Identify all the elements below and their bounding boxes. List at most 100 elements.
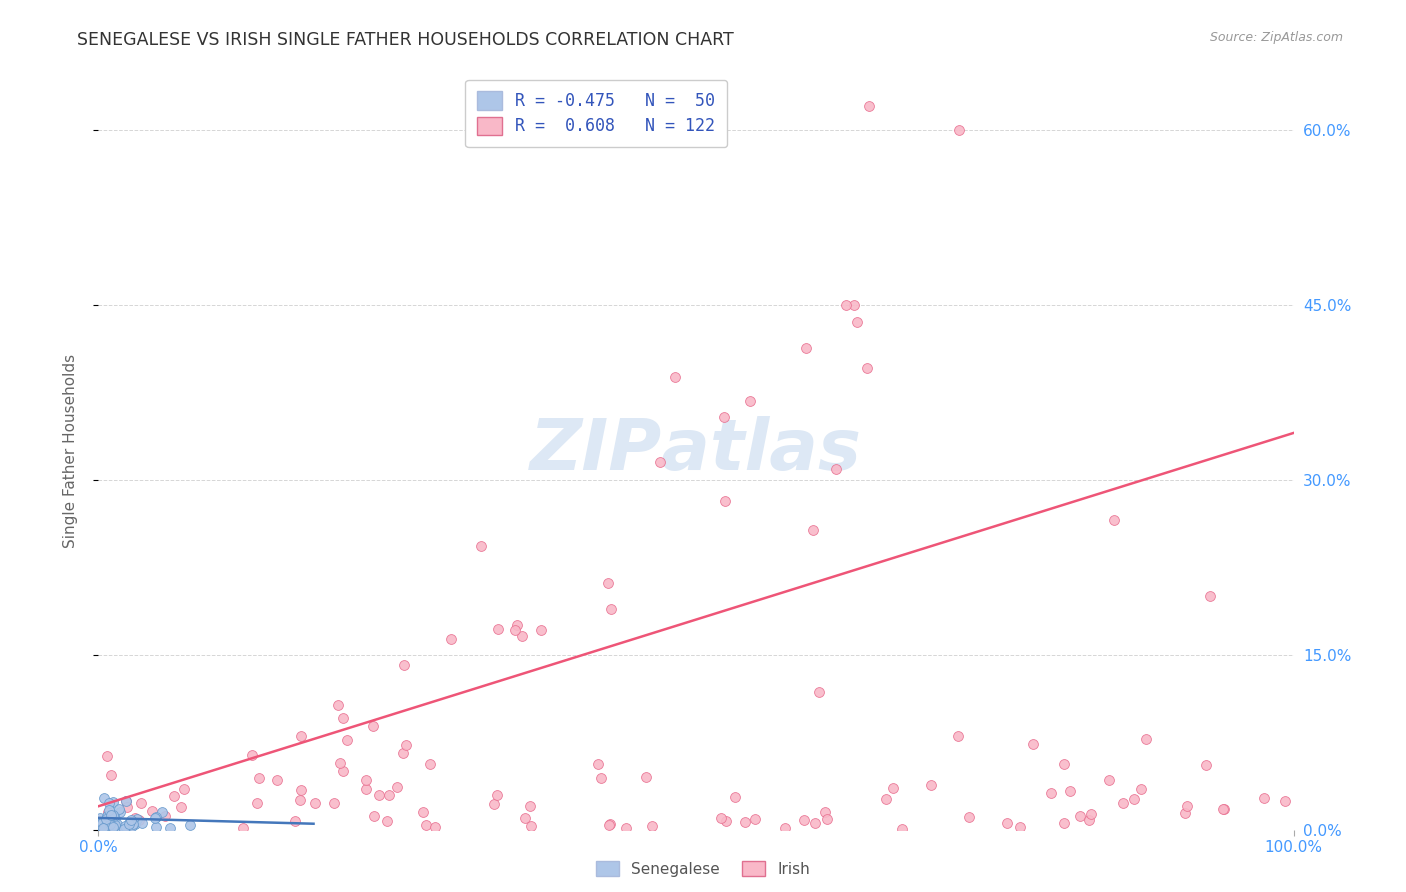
Point (392, 658, 415, 673)
Point (858, 99, 880, 113)
Point (127, 812, 149, 826)
Point (713, 409, 735, 424)
Point (1195, 757, 1218, 772)
Point (153, 809, 176, 823)
Point (519, 819, 541, 833)
Point (793, 813, 815, 827)
Point (599, 817, 621, 831)
Point (129, 796, 152, 810)
Point (710, 811, 733, 825)
Point (114, 793, 136, 807)
Point (89, 819, 111, 833)
Point (1080, 806, 1102, 821)
Point (1122, 792, 1144, 806)
Point (112, 822, 135, 837)
Point (288, 793, 311, 807)
Point (470, 539, 492, 553)
Point (1130, 781, 1153, 796)
Point (115, 794, 138, 808)
Point (395, 738, 418, 752)
Point (332, 711, 354, 725)
Point (94, 812, 117, 826)
Point (1053, 756, 1076, 771)
Point (101, 796, 124, 810)
Point (87, 816, 110, 830)
Point (484, 797, 506, 812)
Point (103, 817, 125, 831)
Point (1174, 806, 1197, 821)
Point (115, 799, 138, 814)
Point (486, 623, 509, 637)
Point (89, 817, 111, 831)
Point (423, 820, 446, 834)
Point (724, 790, 747, 805)
Point (163, 789, 186, 803)
Point (648, 455, 672, 469)
Point (1022, 737, 1045, 751)
Point (946, 729, 969, 743)
Point (486, 788, 509, 802)
Point (141, 805, 163, 819)
Point (96, 808, 118, 822)
Point (128, 813, 150, 827)
Point (131, 815, 153, 830)
Point (714, 494, 737, 508)
Point (586, 757, 609, 772)
Point (100, 807, 122, 822)
Point (440, 632, 463, 647)
Point (600, 601, 623, 615)
Point (412, 805, 434, 819)
Point (354, 781, 377, 796)
Point (97, 797, 120, 811)
Point (93, 819, 115, 833)
Point (419, 756, 441, 771)
Point (920, 778, 942, 792)
Point (354, 772, 377, 787)
Point (145, 820, 167, 834)
Point (232, 821, 254, 835)
Point (290, 782, 312, 797)
Point (173, 781, 195, 796)
Point (96, 814, 118, 829)
Point (387, 780, 409, 795)
Point (103, 808, 125, 822)
Point (114, 819, 136, 833)
Point (1175, 798, 1198, 813)
Point (814, 805, 837, 819)
Point (152, 805, 174, 819)
Point (329, 756, 352, 770)
Point (815, 812, 838, 826)
Point (266, 772, 288, 787)
Point (1039, 786, 1062, 800)
Text: Source: ZipAtlas.com: Source: ZipAtlas.com (1209, 31, 1343, 45)
Point (1135, 731, 1157, 746)
Point (875, 792, 897, 806)
Point (145, 810, 167, 824)
Point (807, 685, 830, 699)
Point (505, 617, 527, 632)
Point (957, 810, 980, 824)
Point (290, 729, 312, 743)
Point (118, 815, 141, 830)
Point (503, 623, 526, 637)
Point (98, 817, 121, 831)
Point (1111, 796, 1133, 810)
Point (842, 298, 865, 312)
Point (1077, 813, 1099, 827)
Point (378, 788, 401, 802)
Point (124, 817, 146, 831)
Point (415, 818, 437, 832)
Point (1212, 801, 1234, 815)
Point (336, 733, 359, 747)
Point (734, 814, 756, 829)
Point (91, 821, 114, 835)
Point (170, 800, 193, 814)
Point (94, 815, 117, 830)
Point (98, 807, 121, 822)
Text: ZIP​atlas: ZIP​atlas (530, 416, 862, 485)
Point (247, 772, 270, 786)
Point (100, 768, 122, 782)
Point (93, 791, 115, 805)
Point (104, 812, 127, 826)
Point (519, 798, 541, 813)
